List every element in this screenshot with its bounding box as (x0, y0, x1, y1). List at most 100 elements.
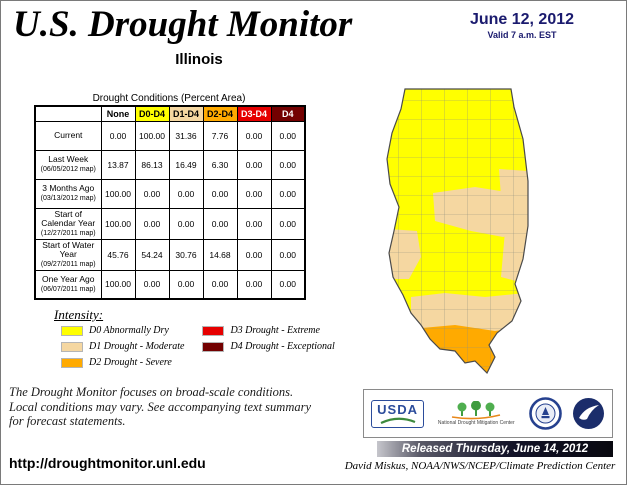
legend-label: D4 Drought - Exceptional (230, 341, 335, 352)
released-bar: Released Thursday, June 14, 2012 (377, 441, 613, 457)
value-cell: 14.68 (202, 238, 238, 271)
value-cell: 0.00 (270, 178, 306, 209)
value-cell: 0.00 (202, 178, 238, 209)
logo-strip: USDA National Drought Mitigation Center (363, 389, 613, 438)
value-cell: 31.36 (168, 120, 204, 151)
table-row: Last Week (06/05/2012 map) 13.87 86.13 16.49… (34, 149, 306, 180)
value-cell: 0.00 (168, 207, 204, 240)
value-cell: 0.00 (270, 207, 306, 240)
value-cell: 100.00 (100, 207, 136, 240)
value-cell: 7.76 (202, 120, 238, 151)
value-cell: 0.00 (270, 149, 306, 180)
state-outline (386, 88, 529, 375)
ndmc-trees-icon (452, 400, 501, 420)
row-label: Current (34, 120, 102, 151)
usda-logo: USDA (371, 399, 424, 428)
value-cell: 0.00 (134, 269, 170, 300)
value-cell: 0.00 (168, 178, 204, 209)
ndmc-logo-text: National Drought Mitigation Center (437, 419, 515, 426)
intensity-legend: D0 Abnormally Dry D1 Drought - Moderate D2… (61, 325, 335, 368)
column-header-d3-d4: D3-D4 (236, 105, 272, 122)
value-cell: 100.00 (100, 269, 136, 300)
value-cell: 0.00 (236, 149, 272, 180)
legend-label: D0 Abnormally Dry (89, 325, 169, 336)
value-cell: 16.49 (168, 149, 204, 180)
disclaimer-line: Local conditions may vary. See accompany… (9, 399, 312, 414)
column-header-d4: D4 (270, 105, 306, 122)
legend-label: D1 Drought - Moderate (89, 341, 185, 352)
value-cell: 100.00 (100, 178, 136, 209)
value-cell: 0.00 (270, 269, 306, 300)
legend-swatch (61, 325, 83, 336)
drought-conditions-table: None D0-D4 D1-D4 D2-D4 D3-D4 D4 Current 0.00 10… (34, 105, 306, 300)
site-url[interactable]: http://droughtmonitor.unl.edu (9, 455, 206, 471)
state-name: Illinois (175, 51, 223, 68)
corner-cell (34, 105, 102, 122)
row-label: 3 Months Ago (03/13/2012 map) (34, 178, 102, 209)
noaa-logo-icon (572, 398, 604, 429)
date-block: June 12, 2012 Valid 7 a.m. EST (431, 11, 613, 40)
value-cell: 0.00 (202, 269, 238, 300)
value-cell: 54.24 (134, 238, 170, 271)
value-cell: 0.00 (168, 269, 204, 300)
table-row: One Year Ago (06/07/2011 map) 100.00 0.00 0.… (34, 269, 306, 300)
column-header-d1-d4: D1-D4 (168, 105, 204, 122)
value-cell: 6.30 (202, 149, 238, 180)
author-credit: David Miskus, NOAA/NWS/NCEP/Climate Pred… (344, 460, 616, 472)
value-cell: 0.00 (236, 207, 272, 240)
table-row: 3 Months Ago (03/13/2012 map) 100.00 0.00 0.… (34, 178, 306, 209)
table-header-row: None D0-D4 D1-D4 D2-D4 D3-D4 D4 (34, 105, 306, 122)
legend-swatch (202, 325, 225, 336)
column-header-d2-d4: D2-D4 (202, 105, 238, 122)
report-date: June 12, 2012 (469, 11, 575, 28)
value-cell: 0.00 (236, 238, 272, 271)
legend-label: D2 Drought - Severe (89, 357, 172, 368)
legend-item: D1 Drought - Moderate (61, 341, 184, 352)
value-cell: 0.00 (100, 120, 136, 151)
table-row: Current 0.00 100.00 31.36 7.76 0.00 0.00 (34, 120, 306, 151)
table-row: Start of Calendar Year (12/27/2011 map) 10… (34, 207, 306, 240)
legend-label: D3 Drought - Extreme (230, 325, 320, 336)
legend-swatch (61, 341, 83, 352)
value-cell: 30.76 (168, 238, 204, 271)
table-row: Start of Water Year (09/27/2011 map) 45.76… (34, 238, 306, 271)
legend-item: D2 Drought - Severe (61, 357, 184, 368)
legend-item: D0 Abnormally Dry (61, 325, 184, 336)
disclaimer-line: The Drought Monitor focuses on broad-sca… (9, 385, 294, 399)
value-cell: 0.00 (270, 120, 306, 151)
row-label: Start of Water Year (09/27/2011 map) (34, 238, 102, 271)
value-cell: 0.00 (134, 207, 170, 240)
value-cell: 86.13 (134, 149, 170, 180)
value-cell: 0.00 (236, 269, 272, 300)
page-title: U.S. Drought Monitor (13, 4, 353, 45)
disclaimer-text: The Drought Monitor focuses on broad-sca… (9, 385, 311, 429)
legend-column-left: D0 Abnormally Dry D1 Drought - Moderate D2… (61, 325, 184, 368)
value-cell: 100.00 (134, 120, 170, 151)
value-cell: 0.00 (236, 120, 272, 151)
value-cell: 45.76 (100, 238, 136, 271)
illinois-drought-map (386, 88, 529, 375)
value-cell: 0.00 (134, 178, 170, 209)
value-cell: 0.00 (270, 238, 306, 271)
value-cell: 13.87 (100, 149, 136, 180)
legend-item: D3 Drought - Extreme (202, 325, 334, 336)
disclaimer-line: for forecast statements. (9, 414, 126, 428)
legend-swatch (202, 341, 225, 352)
row-label: Start of Calendar Year (12/27/2011 map) (34, 207, 102, 240)
usda-swoosh-icon (380, 417, 415, 424)
valid-time: Valid 7 a.m. EST (487, 30, 557, 40)
ndmc-logo: National Drought Mitigation Center (434, 400, 518, 427)
legend-swatch (61, 357, 83, 368)
column-header-d0-d4: D0-D4 (134, 105, 170, 122)
usda-logo-text: USDA (377, 401, 418, 417)
legend-title: Intensity: (54, 307, 104, 322)
row-label: One Year Ago (06/07/2011 map) (34, 269, 102, 300)
column-header-none: None (100, 105, 136, 122)
table-caption: Drought Conditions (Percent Area) (92, 93, 246, 104)
legend-item: D4 Drought - Exceptional (202, 341, 335, 352)
row-label: Last Week (06/05/2012 map) (34, 149, 102, 180)
commerce-seal-icon (528, 397, 562, 430)
legend-column-right: D3 Drought - Extreme D4 Drought - Excepti… (202, 325, 335, 368)
value-cell: 0.00 (236, 178, 272, 209)
